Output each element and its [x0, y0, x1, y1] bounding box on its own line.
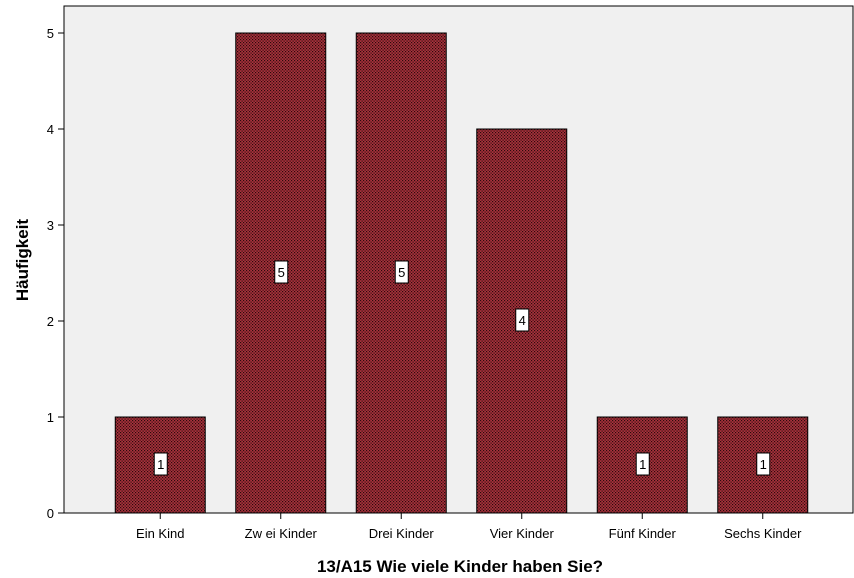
bars-group: 1 5 5 4 1 1: [114, 32, 809, 514]
y-axis: 0 1 2 3 4 5: [47, 26, 64, 521]
data-label-box: [515, 308, 530, 332]
x-tick-label: Drei Kinder: [369, 526, 435, 541]
data-label: 1: [639, 457, 646, 472]
data-label: 1: [760, 457, 767, 472]
y-tick-label: 0: [47, 506, 54, 521]
x-tick-label: Sechs Kinder: [724, 526, 802, 541]
y-tick-label: 1: [47, 410, 54, 425]
x-tick-label: Ein Kind: [136, 526, 184, 541]
data-label-box: [756, 452, 771, 476]
x-tick-label: Zw ei Kinder: [245, 526, 318, 541]
x-tick-label: Fünf Kinder: [609, 526, 677, 541]
x-tick-label: Vier Kinder: [490, 526, 555, 541]
y-axis-title: Häufigkeit: [13, 219, 32, 302]
x-axis: Ein Kind Zw ei Kinder Drei Kinder Vier Kind…: [136, 513, 802, 541]
data-label: 5: [398, 265, 405, 280]
data-label: 4: [519, 313, 526, 328]
data-label-box: [153, 452, 168, 476]
data-label-box: [635, 452, 650, 476]
y-tick-label: 4: [47, 122, 54, 137]
y-tick-label: 2: [47, 314, 54, 329]
data-label: 1: [157, 457, 164, 472]
y-tick-label: 3: [47, 218, 54, 233]
x-axis-title: 13/A15 Wie viele Kinder haben Sie?: [317, 557, 603, 576]
data-label-box: [394, 260, 409, 284]
y-tick-label: 5: [47, 26, 54, 41]
data-label: 5: [278, 265, 285, 280]
data-label-box: [274, 260, 289, 284]
